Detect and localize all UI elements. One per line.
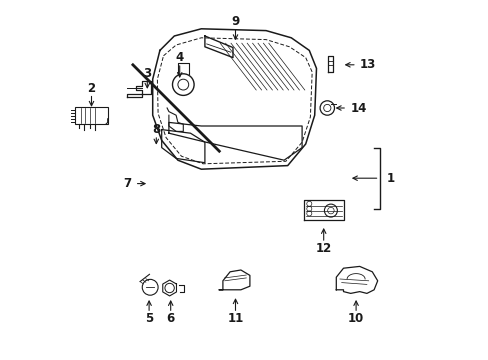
Text: 14: 14 bbox=[350, 102, 366, 114]
Text: 11: 11 bbox=[227, 312, 243, 325]
Text: 9: 9 bbox=[231, 15, 239, 28]
Text: 3: 3 bbox=[143, 67, 151, 80]
Text: 1: 1 bbox=[386, 172, 394, 185]
Text: 12: 12 bbox=[315, 242, 331, 255]
Text: 7: 7 bbox=[122, 177, 131, 190]
Text: 4: 4 bbox=[175, 51, 183, 64]
Text: 2: 2 bbox=[87, 82, 95, 95]
Text: 13: 13 bbox=[359, 58, 375, 71]
Text: 8: 8 bbox=[152, 123, 160, 136]
Text: 10: 10 bbox=[347, 312, 364, 325]
Text: 5: 5 bbox=[144, 312, 153, 325]
Text: 6: 6 bbox=[166, 312, 175, 325]
